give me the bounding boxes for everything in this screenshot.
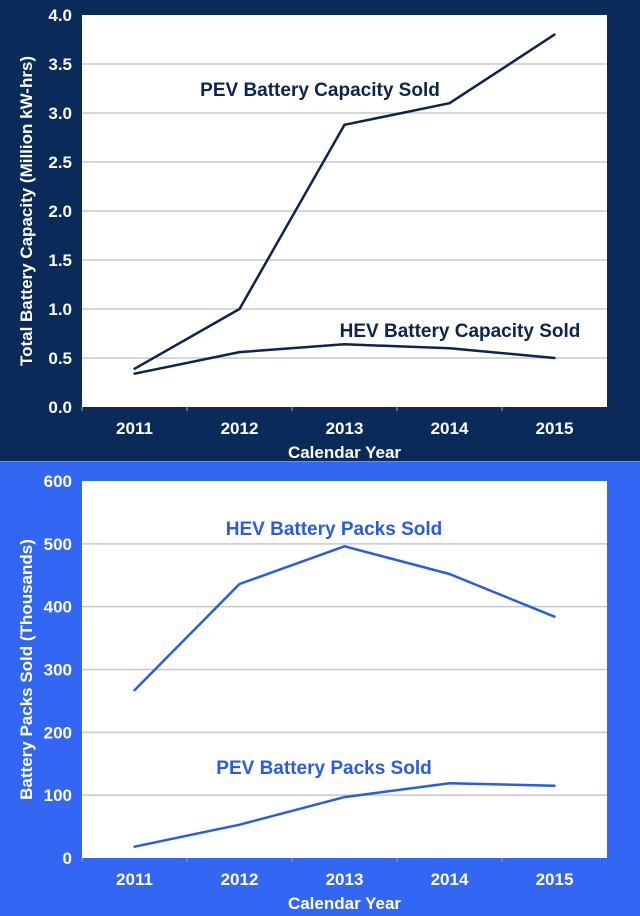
x-tick-label: 2013 [326, 419, 364, 438]
data-point [343, 545, 346, 548]
data-point [448, 782, 451, 785]
x-tick-label: 2011 [116, 870, 153, 889]
y-tick-label: 3.0 [48, 104, 72, 123]
data-point [343, 123, 346, 126]
series-label: PEV Battery Capacity Sold [200, 80, 440, 101]
chart-panel-1: 0.0 0.5 1.0 1.5 2.0 2.5 3.0 3.5 4.0 2011 2012 2013 2… [0, 0, 640, 462]
data-point [238, 823, 241, 826]
data-point [553, 33, 556, 36]
y-axis-label: Total Battery Capacity (Million kW-hrs) [17, 56, 36, 366]
data-point [238, 582, 241, 586]
y-tick-label: 0.0 [48, 398, 72, 417]
data-point [553, 784, 556, 787]
series-label: PEV Battery Packs Sold [216, 758, 431, 779]
chart-panel-2: 0 100 200 300 400 500 600 2011 2012 2013 2014 2015 C… [0, 462, 640, 916]
y-tick-label: 4.0 [48, 6, 72, 25]
x-tick-label: 2015 [536, 870, 574, 889]
data-point [448, 102, 451, 105]
x-axis-label: Calendar Year [288, 443, 401, 462]
x-tick-label: 2015 [536, 419, 574, 438]
x-tick-label: 2014 [431, 419, 469, 438]
data-point [343, 795, 346, 799]
data-point [448, 347, 451, 350]
x-tick-label: 2011 [116, 419, 153, 438]
y-tick-label: 300 [44, 661, 72, 680]
x-tick-label: 2013 [326, 870, 364, 889]
series-label: HEV Battery Packs Sold [226, 519, 442, 540]
y-tick-label: 1.5 [48, 251, 72, 270]
y-tick-label: 0.5 [48, 349, 72, 368]
y-tick-label: 2.5 [48, 153, 72, 172]
y-tick-label: 400 [44, 598, 72, 617]
data-point [448, 572, 451, 576]
x-tick-label: 2012 [221, 870, 259, 889]
y-tick-label: 2.0 [48, 202, 72, 221]
y-tick-label: 0 [63, 849, 72, 868]
x-tick-label: 2012 [221, 419, 259, 438]
y-tick-label: 500 [44, 535, 72, 554]
data-point [238, 307, 241, 311]
x-tick-label: 2014 [431, 870, 469, 889]
data-point [133, 367, 136, 370]
y-tick-label: 1.0 [48, 300, 72, 319]
data-point [553, 615, 556, 618]
data-point [238, 350, 241, 354]
data-point [133, 845, 136, 848]
data-point [553, 356, 556, 360]
y-axis-label: Battery Packs Sold (Thousands) [17, 539, 36, 800]
series-label: HEV Battery Capacity Sold [340, 321, 581, 342]
y-tick-label: 200 [44, 723, 72, 742]
y-tick-label: 3.5 [48, 55, 72, 74]
data-point [133, 372, 136, 375]
data-point [133, 689, 136, 692]
x-axis-label: Calendar Year [288, 894, 401, 913]
y-tick-label: 600 [44, 472, 72, 491]
data-point [343, 343, 346, 346]
y-tick-label: 100 [44, 786, 72, 805]
